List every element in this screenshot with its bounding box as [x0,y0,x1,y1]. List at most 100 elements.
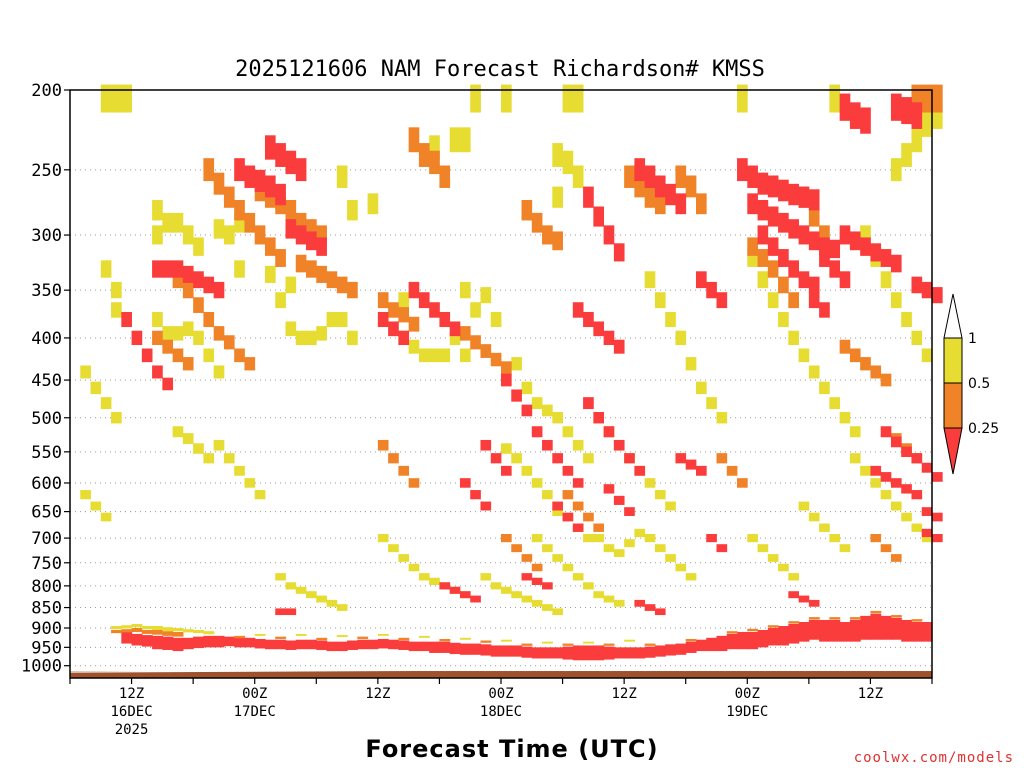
data-cell [162,377,174,391]
data-cell [798,348,810,363]
data-cell [398,465,410,476]
data-cell [870,610,882,614]
y-tick-label: 800 [31,577,62,597]
data-cell [829,619,841,642]
data-cell [880,271,892,289]
data-cell [839,271,851,289]
data-cell [624,165,635,188]
data-cell [634,647,646,659]
data-cell [470,490,481,500]
data-cell [890,501,902,511]
data-cell [665,183,676,206]
data-cell [141,626,153,630]
data-cell [593,591,605,599]
y-axis: 200 250 300 350 400 450 500 550 600 650 700 750 8008… [21,81,70,677]
data-cell [408,316,420,332]
data-cell [264,265,276,283]
data-cell [726,465,738,476]
data-cell [100,260,112,278]
data-cell [213,281,225,299]
data-cell [716,453,728,464]
data-cell [767,237,779,256]
data-cell [388,544,399,553]
data-cell [542,439,553,451]
data-cell [480,501,492,511]
y-tick-label: 550 [31,443,62,463]
y-tick-label: 500 [31,409,62,429]
data-cell [911,453,923,464]
data-cell [675,330,687,346]
data-cell [306,231,317,251]
data-cell [152,365,163,379]
data-cell [706,637,718,652]
data-cell [562,465,574,476]
data-cell [644,643,656,646]
x-tick-label: 12Z [119,686,144,702]
data-cell [829,239,841,259]
data-cell [757,225,769,245]
data-cell [932,512,943,522]
data-cell [408,127,420,153]
data-cell [162,260,174,278]
data-cell [439,348,451,363]
data-cell [552,554,563,562]
data-cell [470,302,481,318]
data-cell [778,311,789,328]
data-cell [449,330,461,346]
data-cell [685,638,697,642]
data-cell [203,453,215,464]
data-cell [747,193,758,215]
data-cell [654,193,666,215]
surface-edge [69,667,933,673]
data-cell [634,158,646,182]
data-cell [911,127,923,153]
data-cell [778,626,789,646]
data-cell [808,512,820,522]
data-cell [141,629,153,634]
surface-layer [70,671,932,678]
data-cell [829,84,841,113]
data-cell [316,326,327,341]
data-cell [562,84,574,113]
data-cell [593,534,605,543]
data-cell [542,641,553,644]
data-cell [788,624,800,644]
data-cell [234,212,245,233]
data-cell [665,501,676,511]
data-cell [172,637,184,652]
data-cell [521,199,533,221]
data-cell [901,484,912,494]
y-tick-label: 600 [31,474,62,494]
data-cell [654,292,666,309]
data-cell [367,639,379,650]
data-cell [182,281,194,299]
data-cell [839,339,851,354]
data-cell [911,330,923,346]
data-cell [316,237,327,256]
data-cell [634,528,646,538]
data-cell [665,311,676,328]
data-cell [264,237,276,256]
data-cell [408,339,420,354]
data-cell [295,330,307,346]
data-cell [849,426,861,438]
data-cell [860,107,871,134]
data-cell [757,271,769,289]
data-cell [490,311,502,328]
data-cell [572,478,584,488]
data-cell [429,150,440,175]
data-cell [552,231,563,251]
credit-text: coolwx.com/models [854,750,1014,766]
data-cell [562,512,574,522]
data-cell [285,608,297,616]
data-cell [593,411,605,424]
data-cell [552,608,563,616]
data-cell [808,599,820,607]
data-cell [880,615,892,640]
data-cell [778,276,789,294]
data-cell [490,582,502,590]
data-cell [193,237,204,256]
data-cell [429,641,441,653]
data-cell [418,635,430,638]
